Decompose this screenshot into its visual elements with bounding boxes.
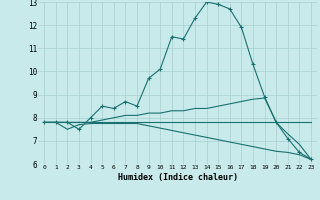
X-axis label: Humidex (Indice chaleur): Humidex (Indice chaleur)	[118, 173, 238, 182]
